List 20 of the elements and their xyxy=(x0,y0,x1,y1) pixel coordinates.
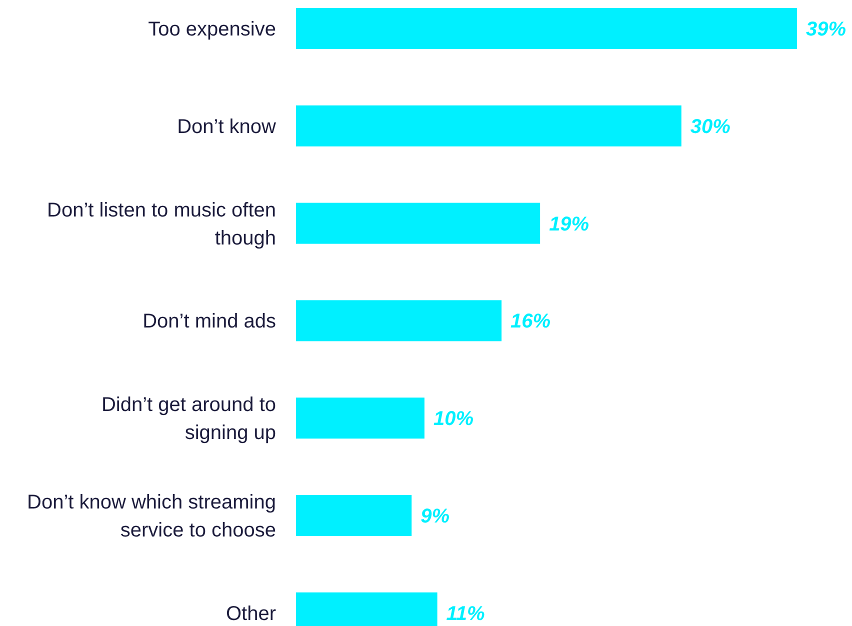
bar xyxy=(296,202,540,244)
data-label: 30% xyxy=(690,116,731,138)
y-tick-label: Other xyxy=(226,602,276,625)
y-tick-label: Don’t mind ads xyxy=(142,310,276,333)
bar xyxy=(296,495,412,536)
y-tick-label: Too expensive xyxy=(148,18,276,40)
data-label: 9% xyxy=(420,506,450,528)
y-tick-label: Don’t know xyxy=(177,116,277,138)
y-tick-label: Didn’t get around to signing up xyxy=(101,394,276,444)
data-label: 16% xyxy=(510,310,551,333)
data-label: 10% xyxy=(433,408,474,430)
data-label: 11% xyxy=(446,602,486,625)
data-label: 39% xyxy=(806,18,846,40)
bar xyxy=(296,8,797,49)
bar xyxy=(296,398,424,439)
bar xyxy=(296,105,682,146)
y-tick-label: Don’t listen to music often though xyxy=(47,199,276,250)
y-tick-label: Don’t know which streaming service to choose xyxy=(27,492,276,542)
bar xyxy=(296,300,502,342)
data-label: 19% xyxy=(549,213,590,236)
